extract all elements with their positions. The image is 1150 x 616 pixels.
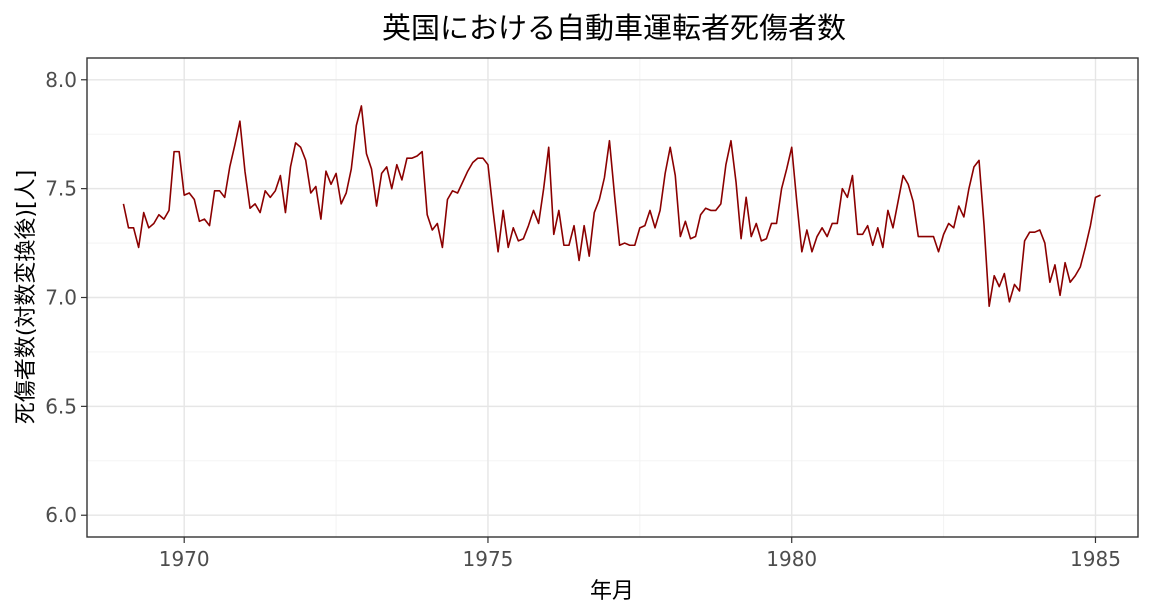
y-tick-label: 6.0 bbox=[45, 503, 77, 527]
grid-layer bbox=[87, 58, 1138, 537]
x-tick-label: 1970 bbox=[159, 547, 210, 571]
chart-title: 英国における自動車運転者死傷者数 bbox=[382, 11, 846, 45]
y-tick-label: 8.0 bbox=[45, 68, 77, 92]
ticks-layer: 1970 1975 1980 1985 6.0 6.5 7.0 7.5 8.0 bbox=[45, 68, 1121, 571]
x-axis-title: 年月 bbox=[590, 579, 634, 604]
y-axis-title: 死傷者数(対数変換後)[人] bbox=[14, 170, 39, 424]
y-tick-label: 7.0 bbox=[45, 286, 77, 310]
y-tick-label: 7.5 bbox=[45, 177, 77, 201]
x-tick-label: 1985 bbox=[1070, 547, 1121, 571]
series-line-0 bbox=[122, 105, 1101, 308]
x-tick-label: 1975 bbox=[463, 547, 514, 571]
x-tick-label: 1980 bbox=[766, 547, 817, 571]
y-tick-label: 6.5 bbox=[45, 394, 77, 418]
series-layer bbox=[122, 105, 1101, 308]
